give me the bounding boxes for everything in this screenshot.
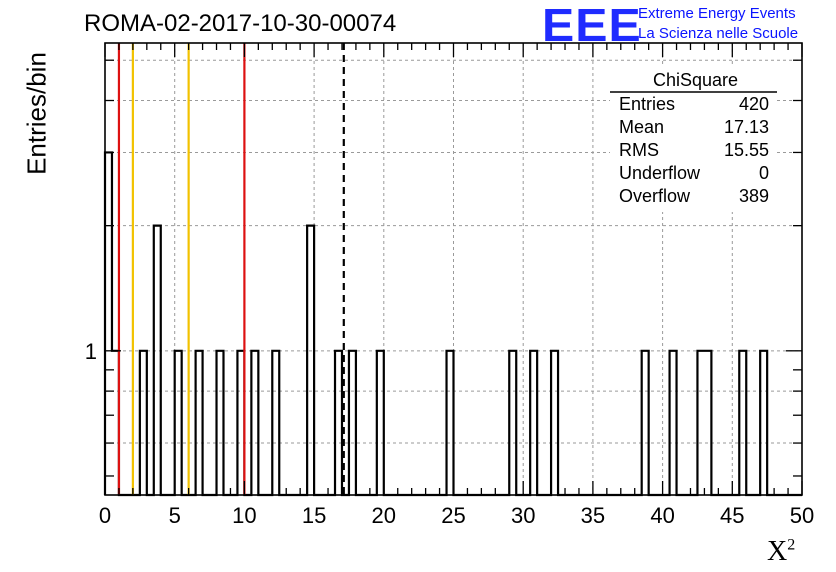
stats-title: ChiSquare bbox=[653, 70, 738, 90]
x-tick-label: 15 bbox=[302, 503, 326, 528]
x-tick-label: 40 bbox=[650, 503, 674, 528]
x-tick-label: 45 bbox=[720, 503, 744, 528]
logo-line-1: Extreme Energy Events bbox=[638, 5, 796, 22]
stats-value: 17.13 bbox=[724, 117, 769, 137]
x-tick-label: 25 bbox=[441, 503, 465, 528]
stats-value: 0 bbox=[759, 163, 769, 183]
stats-label: RMS bbox=[619, 140, 659, 160]
x-axis-label-base: X bbox=[767, 536, 788, 567]
stats-box-bg bbox=[610, 66, 777, 212]
stats-value: 389 bbox=[739, 186, 769, 206]
x-tick-label: 10 bbox=[232, 503, 256, 528]
eee-logo: EEE Extreme Energy Events La Scienza nel… bbox=[542, 0, 836, 51]
stats-label: Overflow bbox=[619, 186, 691, 206]
x-tick-label: 30 bbox=[511, 503, 535, 528]
stats-label: Mean bbox=[619, 117, 664, 137]
stats-value: 15.55 bbox=[724, 140, 769, 160]
x-axis-label-sup: 2 bbox=[787, 536, 796, 554]
y-tick-label: 1 bbox=[85, 339, 97, 364]
x-tick-label: 0 bbox=[99, 503, 111, 528]
stats-value: 420 bbox=[739, 94, 769, 114]
stats-label: Entries bbox=[619, 94, 675, 114]
chart-title: ROMA-02-2017-10-30-00074 bbox=[84, 10, 397, 37]
stats-label: Underflow bbox=[619, 163, 701, 183]
x-tick-label: 5 bbox=[169, 503, 181, 528]
x-tick-label: 35 bbox=[581, 503, 605, 528]
x-tick-label: 50 bbox=[790, 503, 814, 528]
axis-ticks: 0 5 10 15 20 25 30 35 40 45 50 1 bbox=[85, 43, 814, 528]
x-tick-label: 20 bbox=[372, 503, 396, 528]
x-axis-label: X2 bbox=[767, 536, 795, 568]
reference-lines bbox=[117, 43, 345, 495]
logo-line-2: La Scienza nelle Scuole bbox=[638, 25, 799, 42]
stats-box: ChiSquare Entries 420 Mean 17.13 RMS 15.55 Unde… bbox=[610, 66, 777, 212]
